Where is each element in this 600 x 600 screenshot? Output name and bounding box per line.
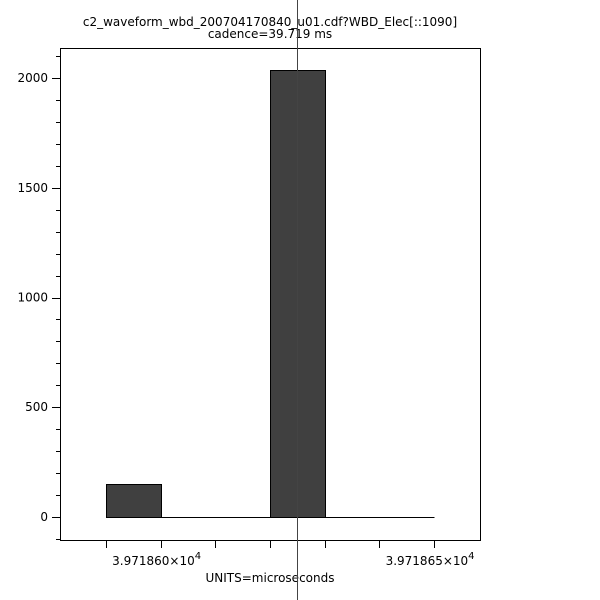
- y-tick-label: 1000: [17, 291, 48, 305]
- plot-frame: [60, 48, 481, 541]
- chart-subtitle: cadence=39.719 ms: [208, 27, 332, 41]
- y-tick-label: 2000: [17, 71, 48, 85]
- histogram-bar: [106, 484, 162, 518]
- chart-title: c2_waveform_wbd_200704170840_u01.cdf?WBD…: [83, 15, 457, 29]
- x-tick-label: 3.971865×104: [386, 551, 475, 568]
- y-tick-label: 1500: [17, 181, 48, 195]
- y-tick-label: 0: [40, 510, 48, 524]
- x-axis-label: UNITS=microseconds: [206, 571, 335, 585]
- y-tick-label: 500: [25, 400, 48, 414]
- x-tick-label: 3.971860×104: [112, 551, 201, 568]
